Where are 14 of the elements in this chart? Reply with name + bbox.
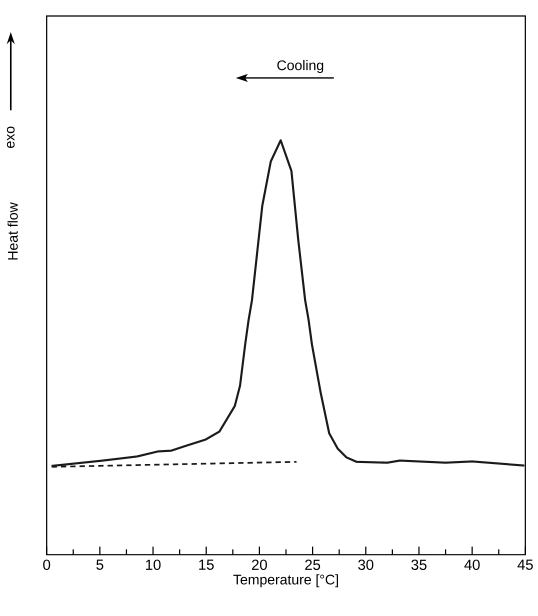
x-tick-label: 0 [43, 560, 50, 570]
x-tick-label: 30 [358, 560, 374, 570]
x-tick-label: 5 [96, 560, 104, 570]
y-axis-title: Heat flow [7, 202, 18, 260]
x-tick-label: 10 [146, 560, 161, 570]
x-tick-label: 45 [517, 560, 533, 570]
text: exo [6, 126, 15, 148]
text: Cooling [277, 60, 324, 74]
x-tick-label: 40 [464, 560, 480, 570]
x-tick-label: 15 [199, 560, 214, 570]
x-tick-label: 35 [411, 560, 426, 570]
x-axis-title: Temperature [°C] [233, 574, 338, 588]
x-tick-label: 20 [252, 560, 267, 570]
x-tick-label: 25 [305, 560, 320, 570]
